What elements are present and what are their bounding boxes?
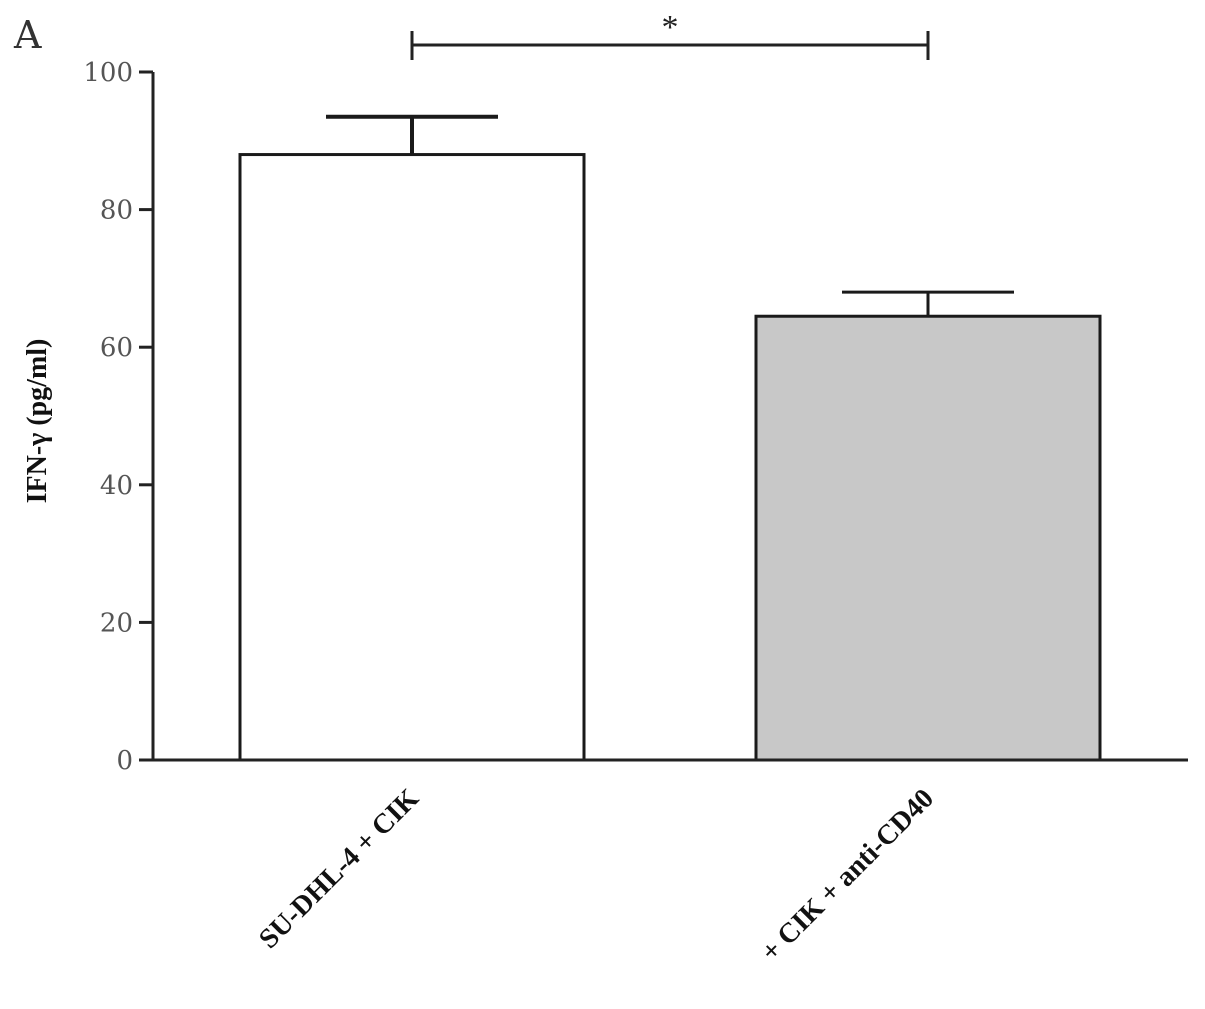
bar-2 — [754, 314, 1102, 762]
category-label-1: SU-DHL-4 + CIK — [253, 783, 425, 955]
y-axis-ticks: 0 20 40 60 80 100 — [83, 58, 153, 776]
significance-label: * — [662, 9, 679, 46]
y-axis-title: IFN-γ (pg/ml) — [22, 339, 53, 504]
bar-1 — [238, 153, 586, 762]
category-label-2: + CIK + anti-CD40 — [755, 783, 940, 968]
category-labels: SU-DHL-4 + CIK + CIK + anti-CD40 — [253, 783, 940, 968]
significance-bracket: * — [410, 9, 930, 60]
y-tick-label: 80 — [100, 196, 133, 226]
y-tick-label: 20 — [100, 608, 133, 638]
y-tick-label: 0 — [116, 746, 133, 776]
bars — [238, 153, 1102, 762]
panel-label: A — [13, 13, 42, 57]
y-tick-label: 40 — [100, 471, 133, 501]
y-tick-label: 100 — [83, 58, 133, 88]
y-tick-label: 60 — [100, 333, 133, 363]
error-bars — [326, 114, 1014, 317]
